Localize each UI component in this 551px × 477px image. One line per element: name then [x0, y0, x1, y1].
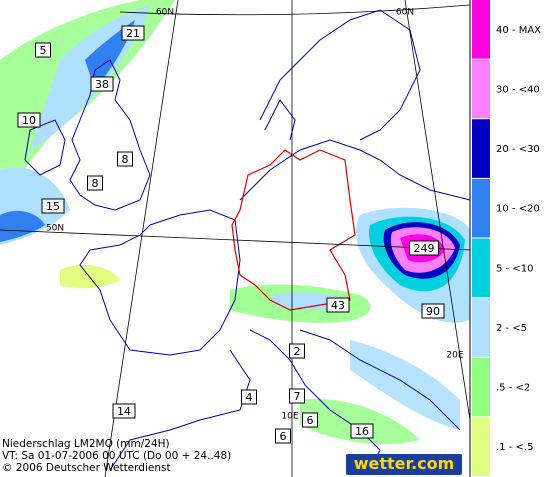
label-value: 38	[95, 78, 109, 91]
label-value: 14	[117, 405, 131, 418]
legend: 40 - MAX 30 - <40 20 - <30 10 - <20 5 - <10 2…	[472, 0, 541, 476]
grid-label: 20E	[446, 351, 463, 361]
label-value: 16	[355, 425, 369, 438]
label-box	[117, 151, 133, 167]
precip-area	[350, 340, 460, 430]
parallel	[0, 229, 471, 251]
label-value: 90	[426, 305, 440, 318]
valid-time: VT: Sa 01-07-2006 00 UTC (Do 00 + 24..48…	[2, 450, 231, 462]
label-value: 4	[246, 391, 253, 404]
precip-area	[60, 264, 120, 289]
label-value: 5	[40, 44, 47, 57]
meridian	[404, 0, 471, 421]
label-box	[121, 25, 145, 41]
label-box	[421, 303, 445, 319]
grid-label: 50N	[46, 224, 64, 234]
label-box	[241, 389, 257, 405]
coastline	[109, 349, 251, 471]
legend-swatch	[472, 0, 490, 59]
coastline	[69, 59, 151, 211]
label-box	[35, 42, 51, 58]
label-value: 6	[307, 414, 314, 427]
coastline	[259, 9, 421, 141]
label-box	[409, 240, 439, 256]
label-box	[350, 423, 374, 439]
label-value: 8	[122, 153, 129, 166]
grid-label: 60N	[156, 8, 174, 18]
grid-labels: 60N 60N 50N 10E 20E	[46, 8, 464, 422]
precip-area	[0, 210, 45, 242]
germany-border	[231, 149, 356, 311]
coastlines	[24, 9, 471, 471]
label-box	[17, 112, 41, 128]
label-box	[302, 412, 318, 428]
logo[interactable]: wetter.com	[354, 454, 455, 473]
grid-label: 60N	[396, 8, 414, 18]
label-value: 15	[46, 200, 60, 213]
legend-label: 40 - MAX	[496, 25, 541, 36]
copyright: © 2006 Deutscher Wetterdienst	[2, 462, 171, 474]
coastline	[249, 329, 461, 471]
label-box	[41, 198, 65, 214]
label-box	[289, 343, 305, 359]
legend-swatch	[472, 298, 490, 357]
label-value: 7	[294, 390, 301, 403]
legend-label: .1 - <.5	[496, 442, 533, 453]
label-box	[289, 388, 305, 404]
graticule	[0, 0, 471, 477]
grid-label: 10E	[281, 412, 298, 422]
parallel	[119, 4, 471, 16]
legend-swatch	[472, 178, 490, 238]
legend-swatch	[472, 119, 490, 178]
coastline	[24, 119, 66, 176]
label-value: 249	[414, 242, 435, 255]
label-box	[326, 297, 350, 313]
coastline	[79, 209, 241, 356]
meridian	[104, 0, 179, 477]
coastline	[239, 139, 471, 201]
label-box	[275, 428, 291, 444]
label-value: 21	[126, 27, 140, 40]
label-value: 10	[22, 114, 36, 127]
legend-label: 20 - <30	[496, 144, 540, 155]
legend-label: 10 - <20	[496, 204, 540, 215]
label-value: 8	[92, 177, 99, 190]
legend-swatch	[472, 59, 490, 119]
legend-swatch	[472, 357, 490, 417]
label-box	[90, 76, 114, 92]
label-box	[112, 403, 136, 419]
label-value: 43	[331, 299, 345, 312]
coastline	[264, 99, 296, 141]
legend-swatch	[472, 417, 490, 476]
label-value: 2	[294, 345, 301, 358]
logo-background	[346, 454, 462, 475]
label-value: 6	[280, 430, 287, 443]
legend-label: 30 - <40	[496, 84, 540, 95]
legend-label: 5 - <10	[496, 263, 533, 274]
legend-label: 2 - <5	[496, 323, 527, 334]
legend-swatch	[472, 238, 490, 298]
map-labels: 5 21 38 10 8 8 15 249 43 90 2 4 7 14 6 6 16	[17, 25, 445, 444]
legend-label: .5 - <2	[496, 383, 530, 394]
label-box	[87, 175, 103, 191]
title-line: Niederschlag LM2MO (mm/24H)	[2, 438, 170, 450]
